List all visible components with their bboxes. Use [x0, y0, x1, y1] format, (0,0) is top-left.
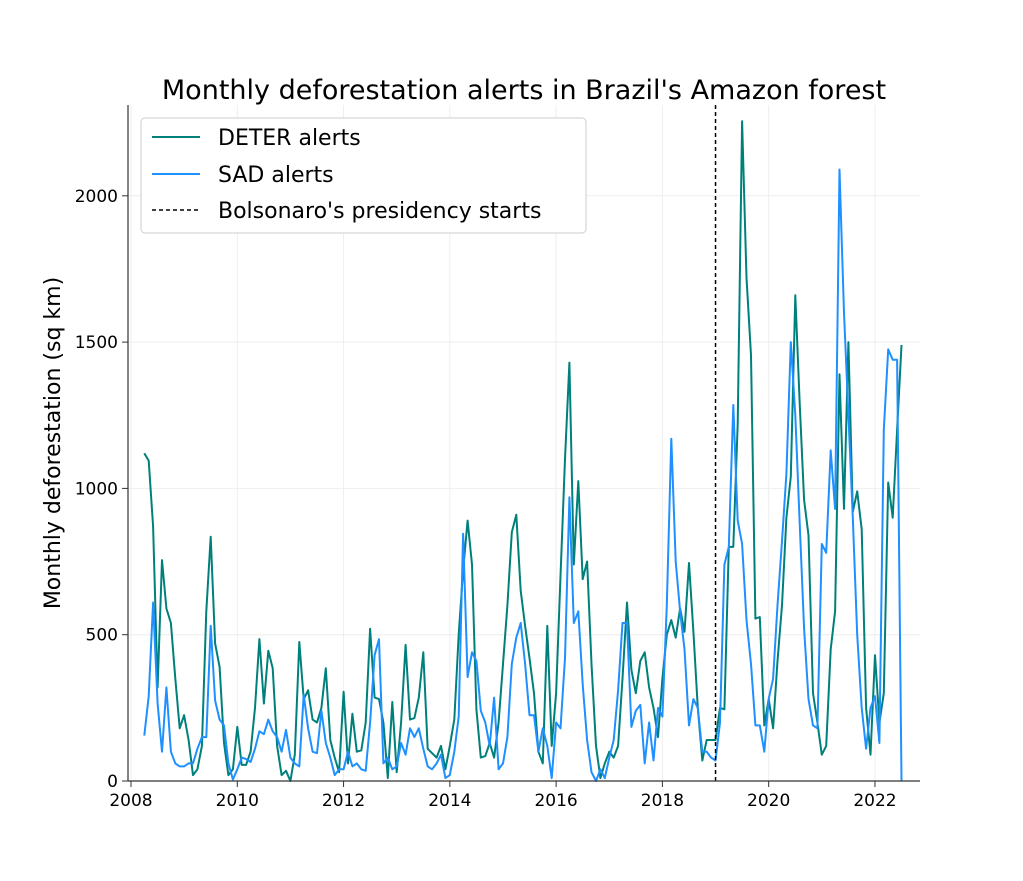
- series-group: [143, 120, 903, 782]
- legend-label-sad: SAD alerts: [218, 163, 334, 188]
- deter-line: [143, 120, 903, 782]
- x-tick-label: 2018: [641, 791, 684, 811]
- x-tick-label: 2016: [534, 791, 577, 811]
- y-tick-label: 2000: [75, 187, 118, 207]
- sad-line: [143, 168, 903, 782]
- legend-label-deter: DETER alerts: [218, 126, 361, 151]
- x-tick-label: 2008: [109, 791, 152, 811]
- legend-box: [140, 117, 587, 234]
- legend: DETER alerts SAD alerts Bolsonaro's pres…: [140, 117, 587, 234]
- legend-label-bolsonaro: Bolsonaro's presidency starts: [218, 199, 541, 224]
- ticks: 0 500 1000 1500 2000 2008 2010 2012 2014 2016 2018…: [75, 187, 897, 811]
- x-tick-label: 2014: [428, 791, 471, 811]
- y-tick-label: 1500: [75, 333, 118, 353]
- x-tick-label: 2020: [747, 791, 790, 811]
- y-tick-label: 500: [86, 626, 118, 646]
- x-tick-label: 2012: [322, 791, 365, 811]
- y-axis-label: Monthly deforestation (sq km): [41, 277, 66, 609]
- x-tick-label: 2010: [216, 791, 259, 811]
- x-tick-label: 2022: [853, 791, 896, 811]
- chart-title: Monthly deforestation alerts in Brazil's…: [162, 75, 886, 106]
- y-tick-label: 1000: [75, 479, 118, 499]
- y-tick-label: 0: [107, 772, 118, 792]
